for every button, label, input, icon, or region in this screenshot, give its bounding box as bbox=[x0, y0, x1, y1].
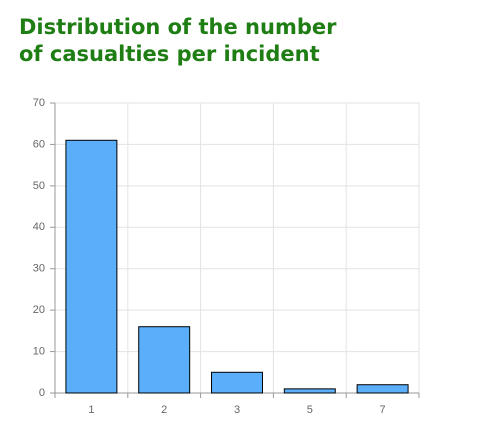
x-tick-label: 2 bbox=[161, 404, 167, 416]
bar bbox=[283, 388, 336, 394]
y-tick-label: 70 bbox=[33, 97, 45, 109]
y-tick-label: 60 bbox=[33, 138, 45, 150]
x-tick-label: 3 bbox=[234, 404, 240, 416]
y-tick-label: 50 bbox=[33, 180, 45, 192]
y-tick-label: 30 bbox=[33, 263, 45, 275]
y-tick-label: 10 bbox=[33, 345, 45, 357]
bar bbox=[65, 139, 118, 394]
x-tick-label: 5 bbox=[307, 404, 313, 416]
bar bbox=[356, 384, 409, 394]
chart-title: Distribution of the number of casualties… bbox=[19, 15, 337, 66]
y-tick-label: 0 bbox=[39, 387, 45, 399]
x-tick-label: 1 bbox=[88, 404, 94, 416]
y-tick-label: 20 bbox=[33, 304, 45, 316]
bar bbox=[211, 371, 263, 394]
y-tick-label: 40 bbox=[33, 221, 45, 233]
bar bbox=[138, 326, 191, 394]
x-tick-label: 7 bbox=[380, 404, 386, 416]
